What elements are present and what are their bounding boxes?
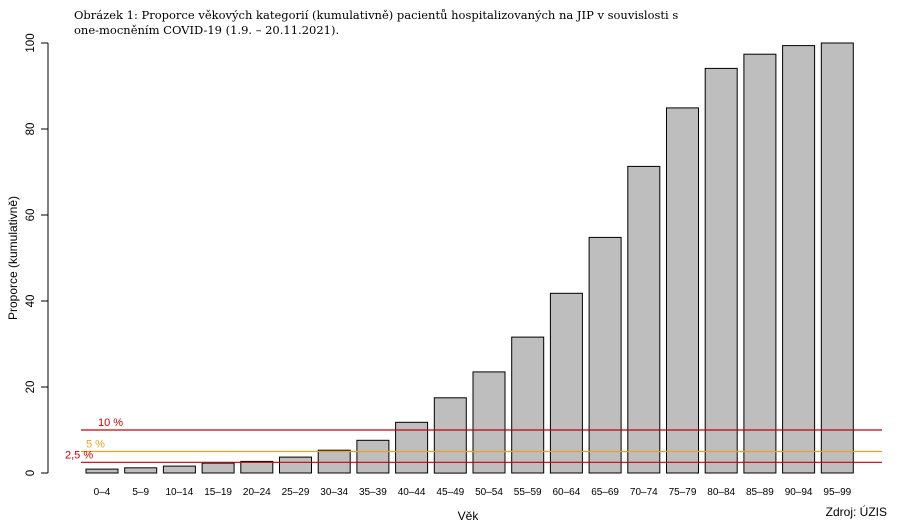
bar-80-84 bbox=[704, 67, 738, 474]
bar-65-69 bbox=[588, 236, 622, 474]
x-tick-label: 35–39 bbox=[359, 487, 387, 498]
x-tick-label: 0–4 bbox=[94, 487, 111, 498]
x-tick-label: 10–14 bbox=[165, 487, 193, 498]
bar-5-9 bbox=[124, 467, 158, 474]
bar-15-19 bbox=[201, 462, 235, 474]
bar-30-34 bbox=[317, 449, 351, 474]
figure-caption: Obrázek 1: Proporce věkových kategorií (… bbox=[74, 8, 679, 37]
y-axis: 0 20 40 60 80 100 bbox=[25, 33, 49, 476]
bar-20-24 bbox=[240, 460, 274, 474]
y-axis-title: Proporce (kumulativně) bbox=[6, 196, 20, 320]
bar-50-54 bbox=[472, 371, 506, 474]
x-tick-label: 40–44 bbox=[398, 487, 426, 498]
x-tick-label: 60–64 bbox=[552, 487, 580, 498]
x-tick-label: 80–84 bbox=[707, 487, 735, 498]
x-tick-label: 30–34 bbox=[320, 487, 348, 498]
x-tick-label: 55–59 bbox=[514, 487, 542, 498]
bar-25-29 bbox=[279, 456, 312, 474]
bar-45-49 bbox=[433, 397, 467, 474]
bar-85-89 bbox=[743, 53, 777, 474]
reference-lines: 10 % 5 %2,5 % bbox=[65, 417, 882, 463]
x-tick-label: 95–99 bbox=[823, 487, 851, 498]
x-tick-label: 5–9 bbox=[132, 487, 149, 498]
bar-70-74 bbox=[627, 165, 661, 474]
x-tick-label: 65–69 bbox=[591, 487, 619, 498]
reference-label-5: 5 % bbox=[86, 439, 105, 451]
x-tick-label: 15–19 bbox=[204, 487, 232, 498]
x-tick-label: 90–94 bbox=[785, 487, 813, 498]
x-axis: 0–4 5–9 10–14 15–19 20–24 25–29 30–34 35–39 40–4… bbox=[94, 487, 852, 498]
bar-75-79 bbox=[666, 107, 699, 474]
x-tick-label: 25–29 bbox=[282, 487, 310, 498]
x-tick-label: 20–24 bbox=[243, 487, 271, 498]
bar-60-64 bbox=[549, 292, 583, 474]
bar-0-4 bbox=[85, 468, 119, 474]
reference-label-10: 10 % bbox=[98, 417, 123, 429]
bar-95-99 bbox=[820, 42, 854, 474]
y-tick-label: 80 bbox=[25, 123, 37, 136]
bar-55-59 bbox=[511, 336, 545, 474]
y-tick-label: 20 bbox=[25, 381, 37, 394]
bars-group bbox=[85, 42, 854, 474]
bar-35-39 bbox=[356, 439, 390, 474]
x-tick-label: 70–74 bbox=[630, 487, 658, 498]
source-note: Zdroj: ÚZIS bbox=[825, 505, 887, 519]
bar-10-14 bbox=[162, 465, 196, 474]
reference-label-2-5: 2,5 % bbox=[65, 449, 93, 461]
x-tick-label: 85–89 bbox=[746, 487, 774, 498]
x-tick-label: 75–79 bbox=[669, 487, 697, 498]
y-tick-label: 40 bbox=[25, 295, 37, 308]
y-tick-label: 0 bbox=[25, 470, 37, 476]
x-tick-label: 50–54 bbox=[475, 487, 503, 498]
bar-90-94 bbox=[782, 45, 816, 474]
bar-40-44 bbox=[395, 421, 429, 474]
x-axis-title: Věk bbox=[458, 509, 480, 523]
y-tick-label: 100 bbox=[25, 33, 37, 52]
x-tick-label: 45–49 bbox=[436, 487, 464, 498]
y-tick-label: 60 bbox=[25, 209, 37, 222]
